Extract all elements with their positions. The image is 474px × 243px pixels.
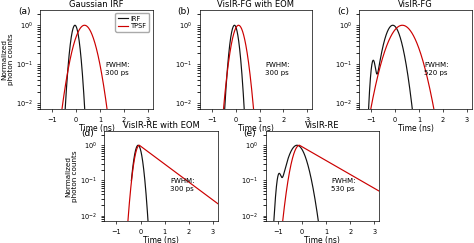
- Y-axis label: Normalized
photon counts: Normalized photon counts: [1, 34, 14, 85]
- Legend: IRF, TPSF: IRF, TPSF: [115, 13, 149, 32]
- Title: VisIR-FG: VisIR-FG: [398, 0, 433, 9]
- Text: FWHM:
530 ps: FWHM: 530 ps: [331, 178, 356, 192]
- Text: FWHM:
300 ps: FWHM: 300 ps: [265, 61, 290, 76]
- X-axis label: Time (ns): Time (ns): [238, 124, 274, 133]
- X-axis label: Time (ns): Time (ns): [398, 124, 433, 133]
- Text: (e): (e): [243, 129, 255, 138]
- Text: FWHM:
300 ps: FWHM: 300 ps: [105, 61, 130, 76]
- Text: (d): (d): [82, 129, 94, 138]
- Text: (c): (c): [337, 7, 349, 16]
- X-axis label: Time (ns): Time (ns): [304, 236, 340, 243]
- Text: (b): (b): [177, 7, 190, 16]
- Text: (a): (a): [18, 7, 30, 16]
- Y-axis label: Normalized
photon counts: Normalized photon counts: [65, 150, 78, 202]
- Title: Gaussian IRF: Gaussian IRF: [69, 0, 124, 9]
- X-axis label: Time (ns): Time (ns): [79, 124, 114, 133]
- Title: VisIR-FG with EOM: VisIR-FG with EOM: [218, 0, 294, 9]
- Title: VisIR-RE: VisIR-RE: [305, 122, 340, 130]
- Text: FWHM:
300 ps: FWHM: 300 ps: [170, 178, 195, 192]
- Title: VisIR-RE with EOM: VisIR-RE with EOM: [123, 122, 200, 130]
- X-axis label: Time (ns): Time (ns): [143, 236, 179, 243]
- Text: FWHM:
520 ps: FWHM: 520 ps: [424, 61, 449, 76]
